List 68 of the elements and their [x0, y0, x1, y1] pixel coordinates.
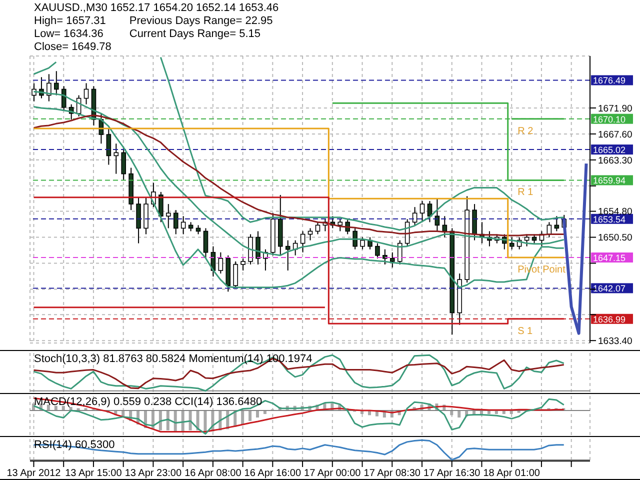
x-tick-label: 13 Apr 15:00 [65, 468, 122, 480]
x-tick-label: 17 Apr 00:00 [304, 468, 362, 480]
candlestick [240, 258, 246, 271]
bar [248, 410, 252, 422]
y-tick-label: 1671.90 [598, 103, 632, 114]
x-tick-label: 13 Apr 23:00 [124, 468, 182, 480]
text: High= 1657.31 [34, 15, 107, 28]
candlestick [390, 252, 395, 268]
candlestick [427, 200, 432, 223]
ref-line-label: 1647.15 [593, 253, 626, 264]
x-tick-label: 16 Apr 08:00 [184, 468, 242, 480]
candlestick [46, 74, 52, 102]
series-label: S 1 [518, 326, 534, 337]
bar [458, 410, 461, 418]
candlestick [121, 146, 126, 180]
candlestick [315, 222, 320, 235]
text: Close= 1649.78 [34, 41, 112, 54]
candlestick [233, 260, 238, 290]
candlestick [360, 236, 365, 250]
candlestick [256, 230, 260, 265]
ref-line-label: 1659.94 [593, 176, 626, 186]
x-tick-label: 13 Apr 2012 [6, 468, 62, 480]
y-tick-label: 1663.30 [598, 155, 632, 166]
candlestick [509, 236, 514, 250]
candlestick [300, 230, 306, 253]
candlestick [173, 210, 178, 235]
candlestick [114, 143, 119, 174]
bar [256, 410, 259, 418]
candlestick [420, 200, 425, 223]
x-tick-label: 16 Apr 16:00 [244, 468, 302, 480]
y-tick-label: 1667.60 [598, 129, 632, 140]
bar [166, 410, 170, 430]
series-label: R 1 [518, 187, 534, 198]
series-label: R 2 [518, 126, 534, 137]
bar [241, 410, 244, 425]
x-tick-label: 17 Apr 16:30 [424, 468, 481, 480]
y-tick-label: 1633.40 [598, 336, 632, 347]
text: Current Days Range= 5.15 [129, 28, 262, 41]
x-tick-label: 18 Apr 01:00 [483, 468, 540, 480]
ref-line-label: 1670.10 [593, 114, 626, 124]
candlestick [54, 70, 59, 96]
candlestick [84, 82, 89, 105]
candlestick [338, 218, 343, 232]
text: Previous Days Range= 22.95 [129, 15, 273, 28]
candlestick [166, 204, 171, 229]
ref-line-label: 1676.49 [593, 76, 626, 86]
candlestick [352, 228, 358, 250]
candlestick [397, 240, 402, 265]
candlestick [203, 228, 208, 259]
text: Low= 1634.36 [34, 28, 104, 41]
candlestick [285, 240, 290, 271]
candlestick [61, 86, 66, 111]
ref-line-label: 1653.54 [593, 214, 626, 224]
candlestick [434, 197, 440, 232]
chart-title: XAUUSD.,M30 1652.17 1654.20 1652.14 1653.46 [34, 2, 279, 15]
ref-line-label: 1642.07 [593, 284, 626, 294]
candlestick [158, 191, 164, 223]
candlestick [375, 242, 380, 259]
y-tick-label: 1650.50 [598, 232, 632, 244]
candlestick [180, 216, 186, 235]
bar [204, 410, 207, 432]
candlestick [106, 128, 112, 166]
ref-line-label: 1636.99 [593, 314, 626, 324]
x-tick-label: 17 Apr 08:30 [364, 468, 421, 480]
candlestick [382, 248, 388, 265]
candlestick [218, 252, 224, 274]
candlestick [412, 206, 418, 226]
ref-line-label: 1665.02 [593, 145, 626, 156]
